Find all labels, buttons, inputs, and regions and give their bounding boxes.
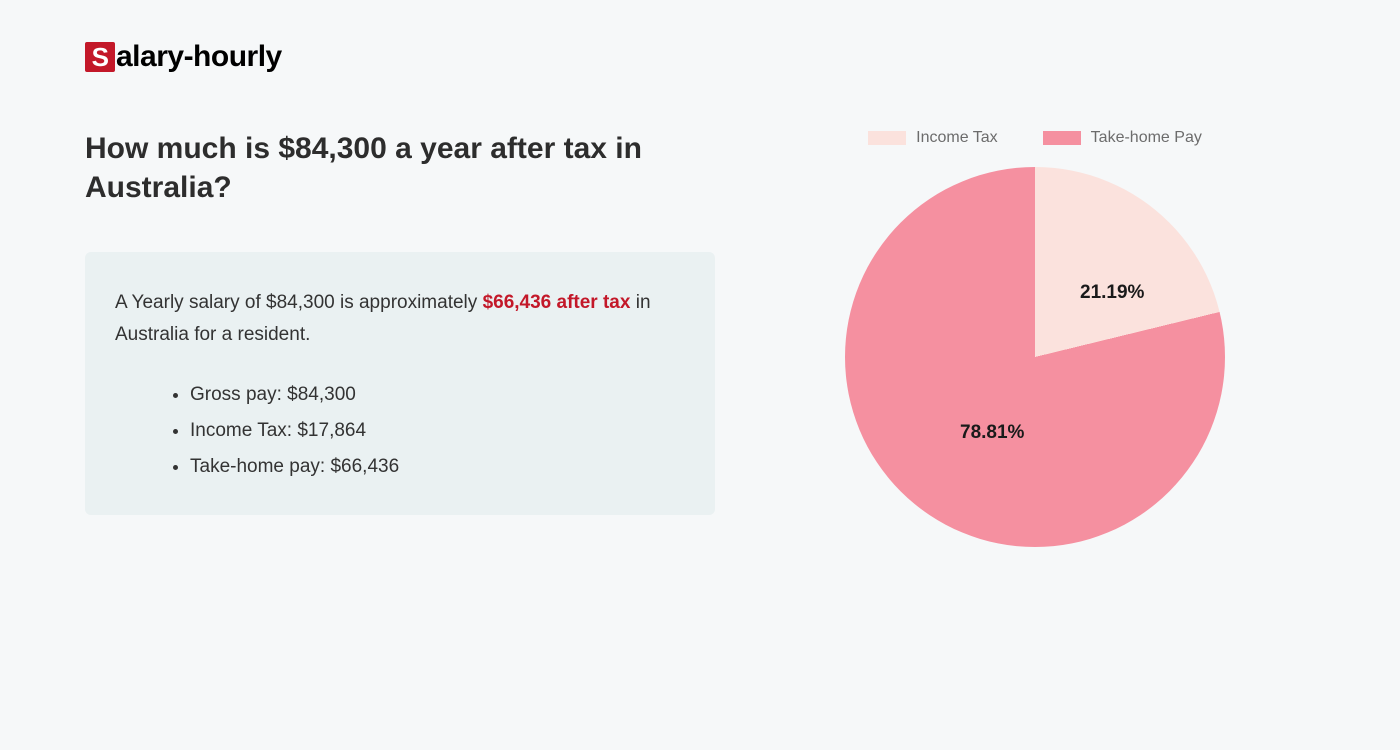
text-column: How much is $84,300 a year after tax in … — [85, 129, 755, 547]
legend-label: Income Tax — [916, 129, 998, 147]
page-title: How much is $84,300 a year after tax in … — [85, 129, 715, 207]
summary-pre: A Yearly salary of $84,300 is approximat… — [115, 292, 483, 313]
pie-graphic — [845, 167, 1225, 547]
legend-item-income-tax: Income Tax — [868, 129, 998, 147]
site-logo: Salary-hourly — [85, 40, 1315, 74]
legend-item-take-home: Take-home Pay — [1043, 129, 1202, 147]
logo-text: alary-hourly — [116, 40, 282, 74]
chart-column: Income Tax Take-home Pay 21.19% 78.81% — [755, 129, 1315, 547]
legend-swatch — [1043, 131, 1081, 145]
slice-label-income-tax: 21.19% — [1080, 282, 1144, 304]
summary-sentence: A Yearly salary of $84,300 is approximat… — [115, 287, 685, 352]
list-item: Income Tax: $17,864 — [190, 413, 685, 449]
chart-legend: Income Tax Take-home Pay — [845, 129, 1225, 147]
logo-initial-box: S — [85, 42, 115, 72]
breakdown-list: Gross pay: $84,300 Income Tax: $17,864 T… — [115, 377, 685, 485]
slice-label-take-home: 78.81% — [960, 422, 1024, 444]
list-item: Gross pay: $84,300 — [190, 377, 685, 413]
summary-card: A Yearly salary of $84,300 is approximat… — [85, 252, 715, 515]
summary-highlight: $66,436 after tax — [483, 292, 631, 313]
main-content: How much is $84,300 a year after tax in … — [85, 129, 1315, 547]
legend-swatch — [868, 131, 906, 145]
pie-chart: 21.19% 78.81% — [845, 167, 1225, 547]
legend-label: Take-home Pay — [1091, 129, 1202, 147]
list-item: Take-home pay: $66,436 — [190, 449, 685, 485]
